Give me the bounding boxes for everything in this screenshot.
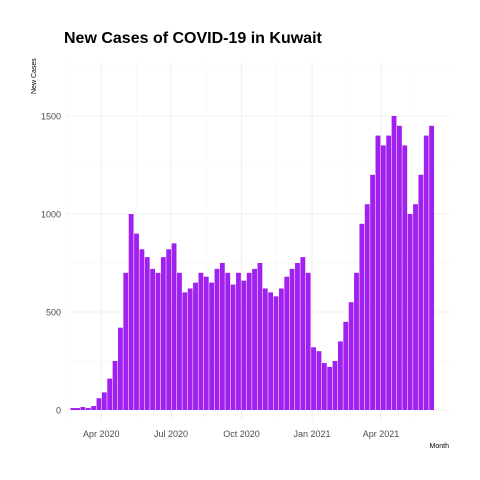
bar bbox=[343, 322, 348, 410]
bar bbox=[408, 214, 413, 410]
bar bbox=[107, 379, 112, 410]
chart-title: New Cases of COVID-19 in Kuwait bbox=[64, 30, 323, 47]
bar bbox=[279, 288, 284, 410]
x-axis-title: Month bbox=[430, 443, 450, 450]
y-tick-label: 0 bbox=[56, 406, 61, 416]
bar bbox=[418, 175, 423, 410]
bar bbox=[268, 292, 273, 410]
bar bbox=[338, 341, 343, 410]
bar bbox=[247, 273, 252, 410]
x-tick-label: Apr 2021 bbox=[363, 429, 400, 439]
bar bbox=[236, 273, 241, 410]
x-tick-label: Jul 2020 bbox=[154, 429, 188, 439]
bar bbox=[424, 136, 429, 410]
bar bbox=[118, 328, 123, 410]
bar bbox=[177, 273, 182, 410]
bar bbox=[311, 347, 316, 410]
bar bbox=[386, 136, 391, 410]
bar bbox=[188, 288, 193, 410]
bar bbox=[402, 145, 407, 410]
bar bbox=[145, 257, 150, 410]
y-tick-label: 1000 bbox=[41, 210, 61, 220]
bar bbox=[139, 249, 144, 410]
bar bbox=[113, 361, 118, 410]
bar bbox=[161, 257, 166, 410]
x-tick-label: Jan 2021 bbox=[294, 429, 331, 439]
bar bbox=[392, 116, 397, 410]
bar bbox=[252, 269, 257, 410]
bar bbox=[258, 263, 263, 410]
bar bbox=[300, 257, 305, 410]
bar bbox=[75, 408, 80, 410]
bar bbox=[354, 273, 359, 410]
bar bbox=[129, 214, 134, 410]
bar bbox=[429, 126, 434, 410]
y-axis-title: New Cases bbox=[31, 58, 38, 94]
bar bbox=[150, 269, 155, 410]
bar bbox=[365, 204, 370, 410]
y-tick-label: 1500 bbox=[41, 112, 61, 122]
bar bbox=[220, 263, 225, 410]
bar bbox=[381, 145, 386, 410]
bar bbox=[91, 406, 96, 410]
bar bbox=[241, 281, 246, 410]
bar bbox=[215, 269, 220, 410]
x-tick-label: Oct 2020 bbox=[223, 429, 260, 439]
bar bbox=[182, 292, 187, 410]
bar bbox=[166, 249, 171, 410]
bar bbox=[134, 234, 139, 410]
bar bbox=[317, 351, 322, 410]
bar bbox=[225, 273, 230, 410]
bar bbox=[284, 277, 289, 410]
bar bbox=[172, 243, 177, 410]
bar bbox=[376, 136, 381, 410]
bar bbox=[80, 407, 85, 410]
bar bbox=[198, 273, 203, 410]
bar bbox=[70, 408, 75, 410]
bar bbox=[156, 273, 161, 410]
bar bbox=[209, 283, 214, 410]
y-tick-label: 500 bbox=[46, 308, 61, 318]
bar bbox=[123, 273, 128, 410]
bar bbox=[359, 224, 364, 410]
bar bbox=[306, 273, 311, 410]
bar bbox=[413, 204, 418, 410]
bar bbox=[295, 263, 300, 410]
bar bbox=[86, 408, 91, 410]
bar bbox=[322, 363, 327, 410]
x-tick-label: Apr 2020 bbox=[83, 429, 120, 439]
bar bbox=[193, 283, 198, 410]
bar bbox=[204, 277, 209, 410]
bar bbox=[327, 367, 332, 410]
bar bbox=[231, 285, 236, 410]
bar bbox=[263, 288, 268, 410]
bar bbox=[102, 392, 107, 410]
bar bbox=[370, 175, 375, 410]
bar bbox=[397, 126, 402, 410]
bar bbox=[274, 296, 279, 410]
bar bbox=[349, 302, 354, 410]
bar bbox=[97, 398, 102, 410]
bar bbox=[333, 361, 338, 410]
bar bbox=[290, 269, 295, 410]
